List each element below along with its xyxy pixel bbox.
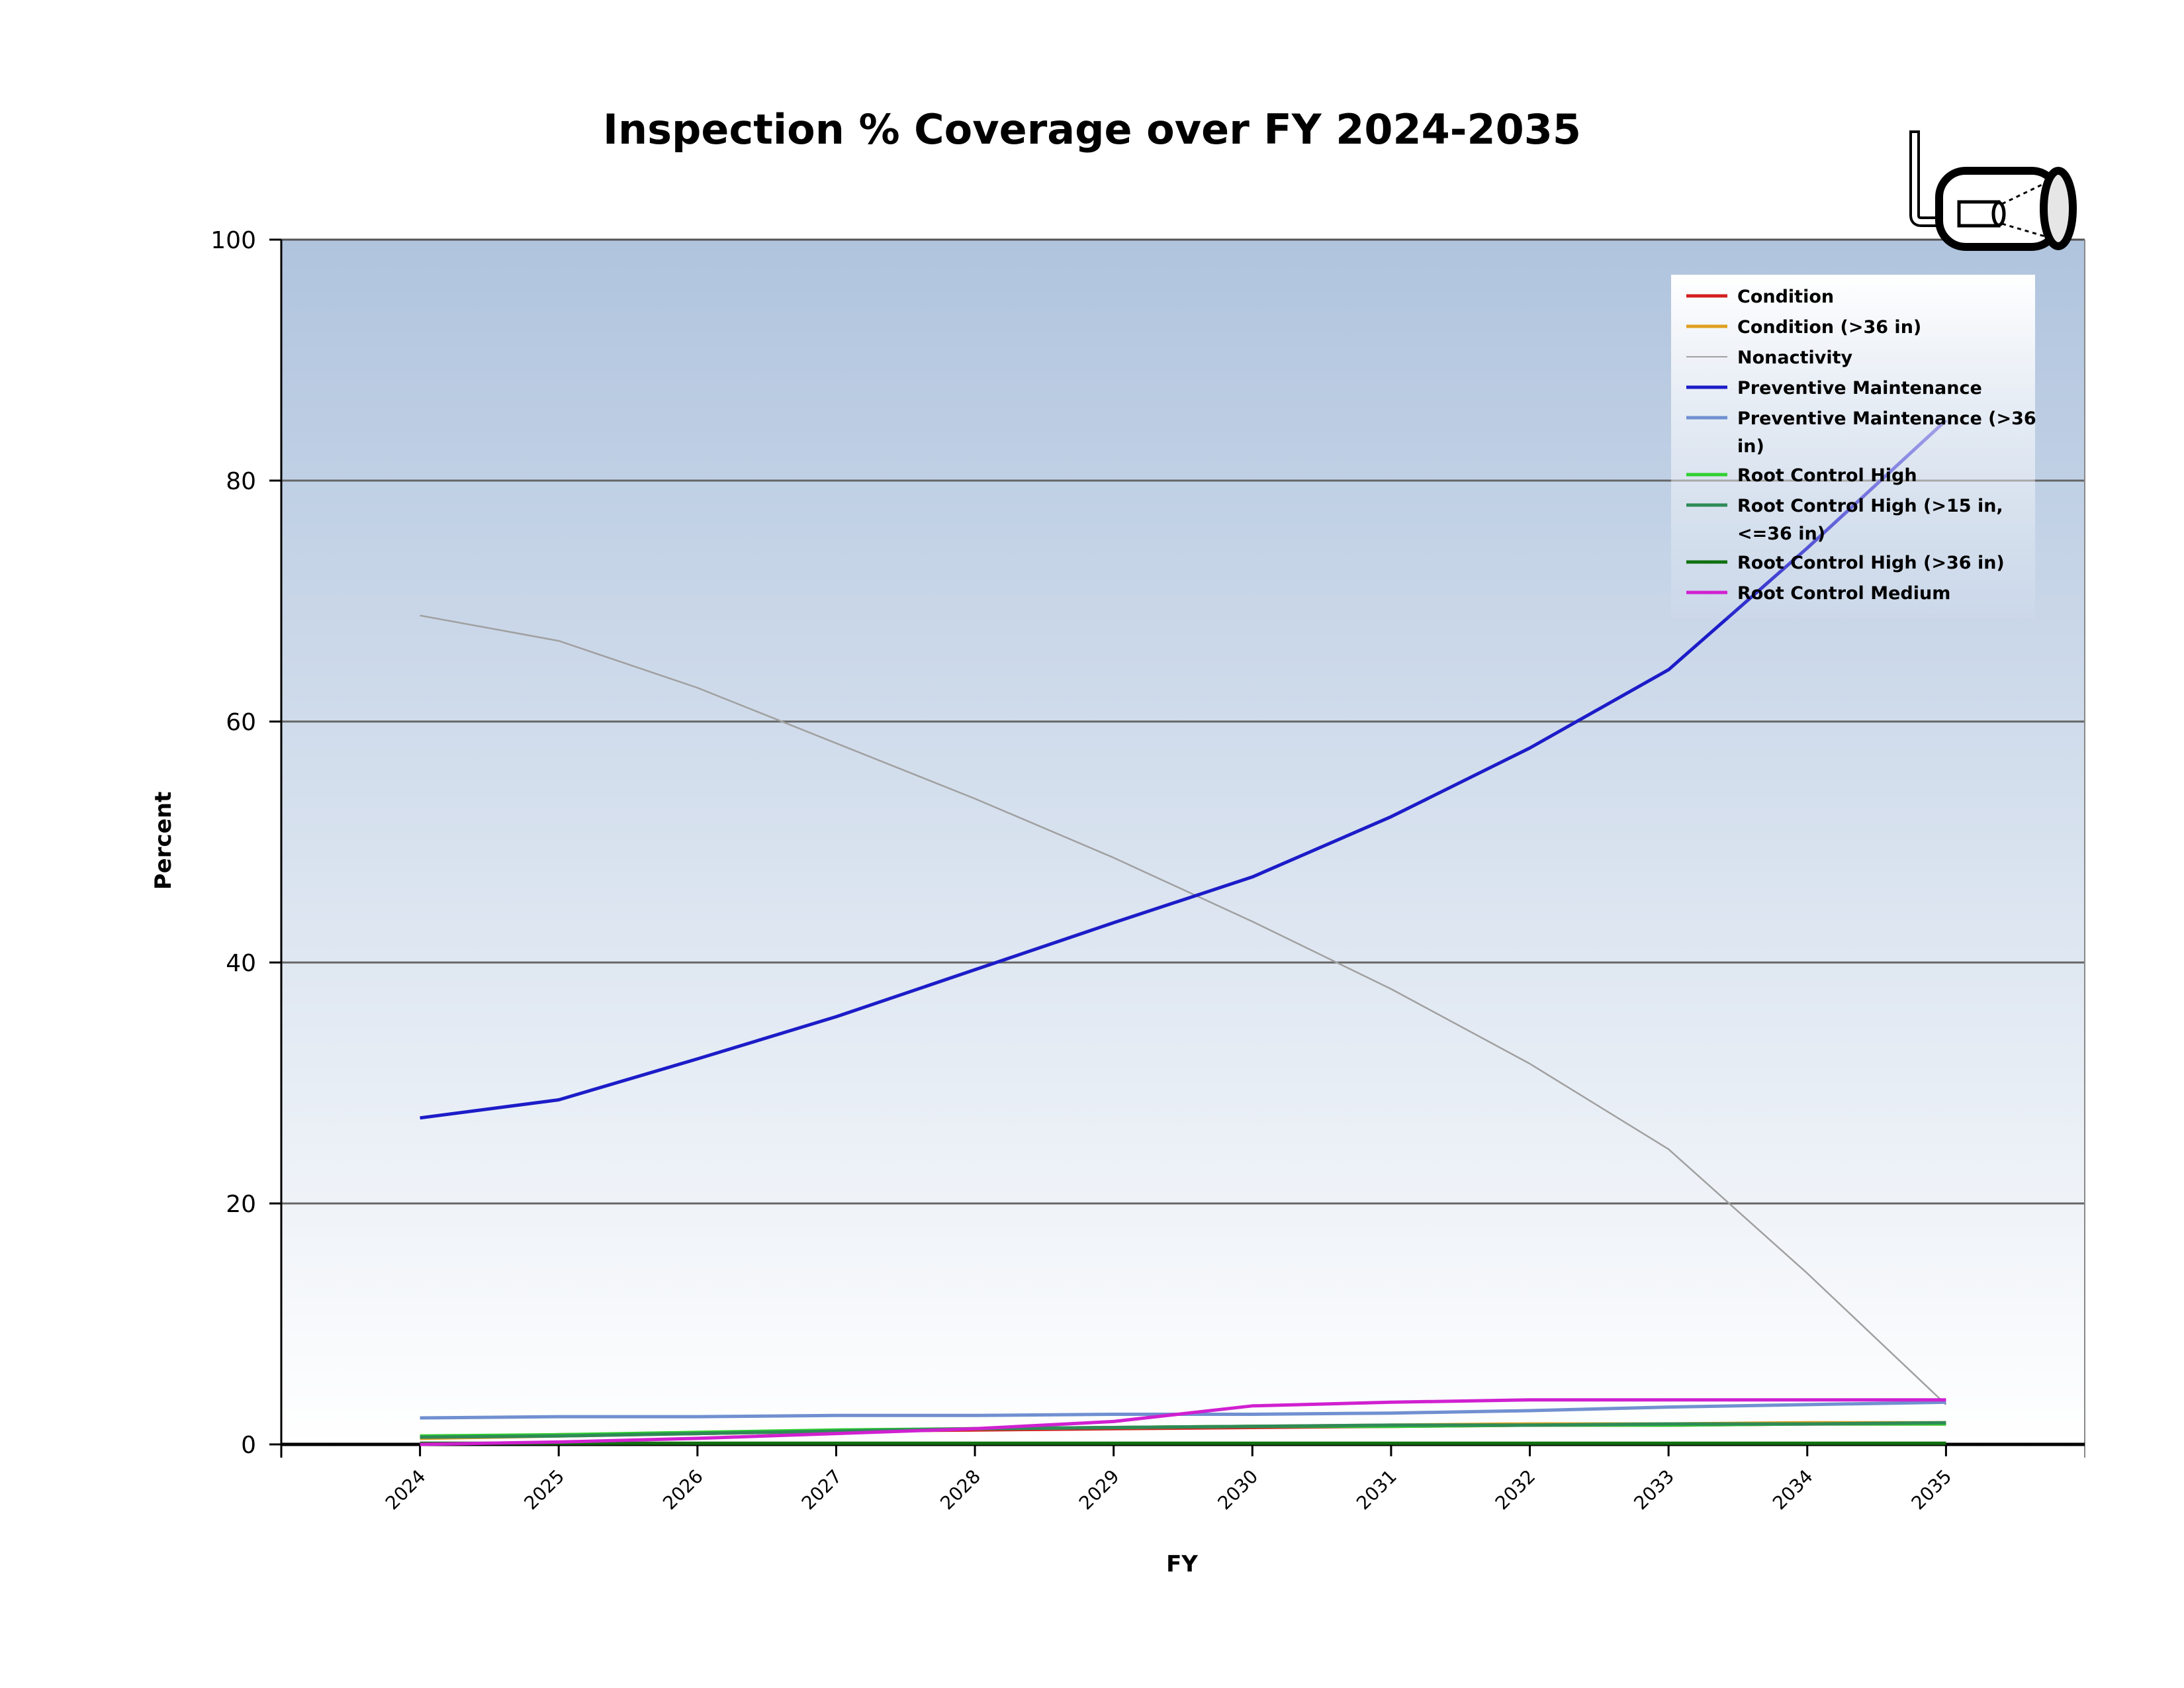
- y-tick-label: 100: [210, 227, 256, 254]
- legend-label: Root Control High: [1737, 465, 1917, 486]
- x-tick-label: 2031: [1352, 1466, 1401, 1515]
- legend-label: Nonactivity: [1737, 348, 1853, 368]
- y-axis-ticks: 0 20 40 60 80 100: [210, 227, 281, 1459]
- legend-label: Root Control High (>36 in): [1737, 553, 2005, 573]
- x-axis-title: FY: [1166, 1551, 1198, 1577]
- series-lines: [420, 419, 1948, 1446]
- y-axis-title: Percent: [150, 792, 177, 890]
- legend-label: <=36 in): [1737, 524, 1825, 544]
- legend-label: Root Control Medium: [1737, 583, 1950, 604]
- x-tick-label: 2029: [1075, 1466, 1124, 1515]
- x-tick-label: 2025: [520, 1466, 569, 1515]
- x-tick-label: 2033: [1629, 1466, 1678, 1515]
- x-tick-label: 2032: [1491, 1466, 1540, 1515]
- y-tick-label: 0: [241, 1432, 256, 1459]
- series-line-3: [420, 614, 1947, 1405]
- legend-label: Root Control High (>15 in,: [1737, 496, 2003, 516]
- y-tick-label: 40: [226, 950, 256, 977]
- legend: Condition Condition (>36 in) Nonactivity Pr…: [1671, 275, 2036, 619]
- series-line-4: [420, 419, 1948, 1120]
- legend-box: [1671, 275, 2035, 619]
- y-tick-label: 80: [226, 468, 256, 495]
- series-line-7: [420, 1421, 1946, 1439]
- x-tick-label: 2027: [797, 1466, 846, 1515]
- x-tick-label: 2026: [659, 1466, 707, 1515]
- y-tick-label: 20: [226, 1191, 256, 1218]
- x-tick-label: 2028: [936, 1466, 985, 1515]
- grid-lines: [281, 479, 2085, 1205]
- x-tick-label: 2034: [1768, 1466, 1817, 1515]
- chart-title: Inspection % Coverage over FY 2024-2035: [603, 105, 1581, 154]
- x-axis-ticks: 2024 2025 2026 2027 2028 2029 2030 2031 2032 2033…: [381, 1444, 1956, 1514]
- x-tick-label: 2030: [1214, 1466, 1263, 1515]
- x-tick-label: 2024: [381, 1466, 430, 1515]
- legend-label: in): [1737, 436, 1764, 457]
- y-tick-label: 60: [226, 709, 256, 736]
- pipe-inspection-camera-icon: [1909, 130, 2077, 251]
- legend-label: Condition: [1737, 287, 1834, 307]
- legend-label: Preventive Maintenance (>36: [1737, 408, 2036, 429]
- legend-label: Preventive Maintenance: [1737, 378, 1982, 399]
- legend-label: Condition (>36 in): [1737, 317, 1921, 338]
- series-line-9: [420, 1398, 1946, 1446]
- x-tick-label: 2035: [1907, 1466, 1956, 1515]
